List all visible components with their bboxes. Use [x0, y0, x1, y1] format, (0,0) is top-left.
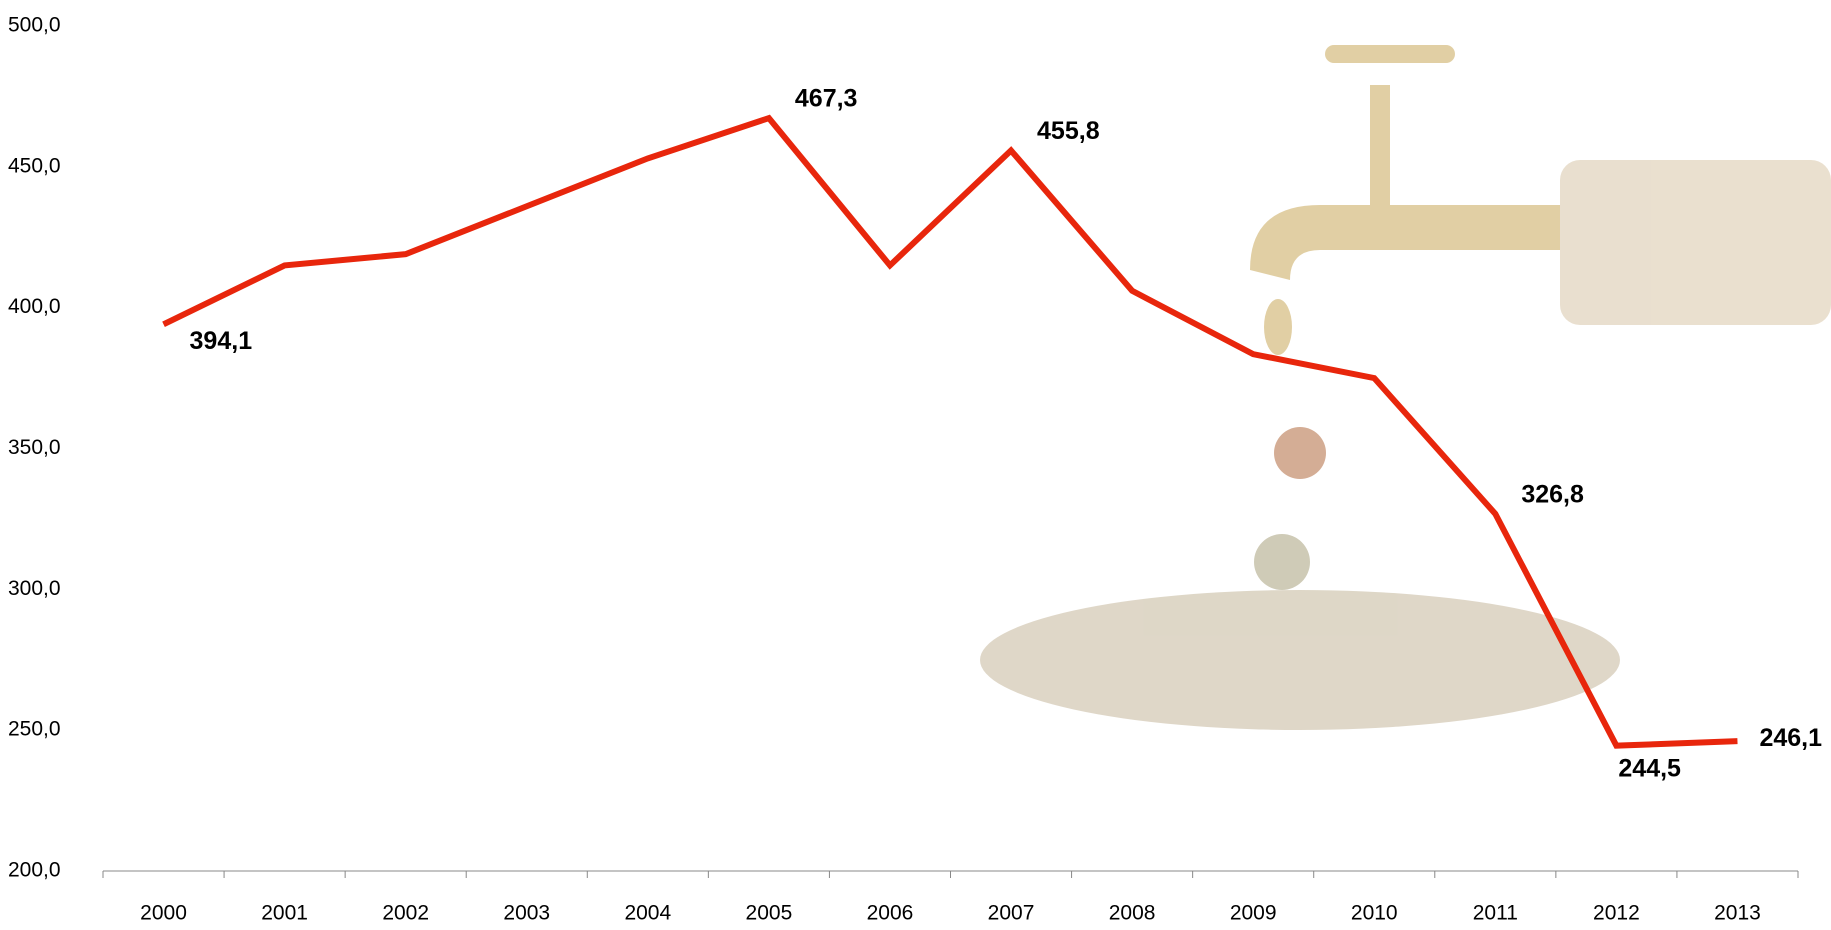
- x-tick-label: 2001: [261, 902, 308, 925]
- x-tick-label: 2000: [140, 902, 187, 925]
- x-tick-label: 2003: [503, 902, 550, 925]
- y-tick-label: 400,0: [8, 295, 61, 318]
- coin-pile: [980, 590, 1620, 730]
- y-tick-label: 450,0: [8, 154, 61, 177]
- y-tick-label: 350,0: [8, 436, 61, 459]
- x-tick-label: 2005: [746, 902, 793, 925]
- data-label: 326,8: [1521, 480, 1584, 508]
- x-tick-label: 2008: [1109, 902, 1156, 925]
- y-tick-label: 300,0: [8, 577, 61, 600]
- x-tick-label: 2012: [1593, 902, 1640, 925]
- x-tick-label: 2002: [382, 902, 429, 925]
- coin: [1274, 427, 1326, 479]
- coin: [1264, 299, 1292, 355]
- y-tick-label: 500,0: [8, 14, 61, 37]
- x-tick-label: 2013: [1714, 902, 1761, 925]
- tap: [1250, 205, 1560, 280]
- y-tick-label: 250,0: [8, 718, 61, 741]
- x-tick-label: 2006: [867, 902, 914, 925]
- y-tick-label: 200,0: [8, 859, 61, 882]
- coin: [1254, 534, 1310, 590]
- x-tick-label: 2004: [624, 902, 671, 925]
- tap-handle: [1325, 45, 1455, 63]
- x-tick-label: 2009: [1230, 902, 1277, 925]
- data-label: 455,8: [1037, 117, 1100, 145]
- data-label: 467,3: [795, 85, 858, 113]
- page: 200,0 250,0 300,0 350,0 400,0 450,0 500,0 2000 2…: [0, 0, 1831, 930]
- data-label: 246,1: [1759, 724, 1822, 752]
- data-label: 244,5: [1618, 754, 1681, 782]
- chart: 200,0 250,0 300,0 350,0 400,0 450,0 500,0 2000 2…: [0, 0, 1831, 930]
- x-tick-label: 2007: [988, 902, 1035, 925]
- x-tick-label: 2010: [1351, 902, 1398, 925]
- tap-stem: [1370, 85, 1390, 210]
- data-label: 394,1: [190, 327, 253, 355]
- decoration: [980, 45, 1831, 730]
- coin-jar: [1560, 160, 1831, 325]
- x-tick-label: 2011: [1473, 902, 1518, 925]
